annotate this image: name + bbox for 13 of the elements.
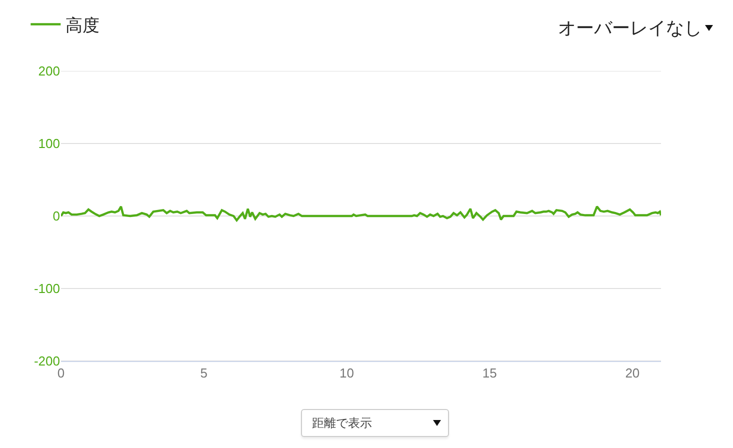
x-tick-label: 15 xyxy=(482,366,497,381)
text: オーバーレイなし xyxy=(558,17,702,40)
y-tick-label: 200 xyxy=(38,64,60,79)
y-tick-label: 0 xyxy=(52,208,60,224)
y-tick-label: -200 xyxy=(34,354,60,369)
select-field: 距離で表示 xyxy=(301,409,449,437)
x-tick-label: 5 xyxy=(200,366,208,381)
x-tick-label: 20 xyxy=(625,366,640,381)
legend-label: 高度 xyxy=(66,16,100,35)
y-tick-label: 100 xyxy=(38,136,60,152)
x-tick-label: 10 xyxy=(339,366,354,381)
line-series xyxy=(61,205,661,222)
y-tick-label: -100 xyxy=(34,281,60,296)
